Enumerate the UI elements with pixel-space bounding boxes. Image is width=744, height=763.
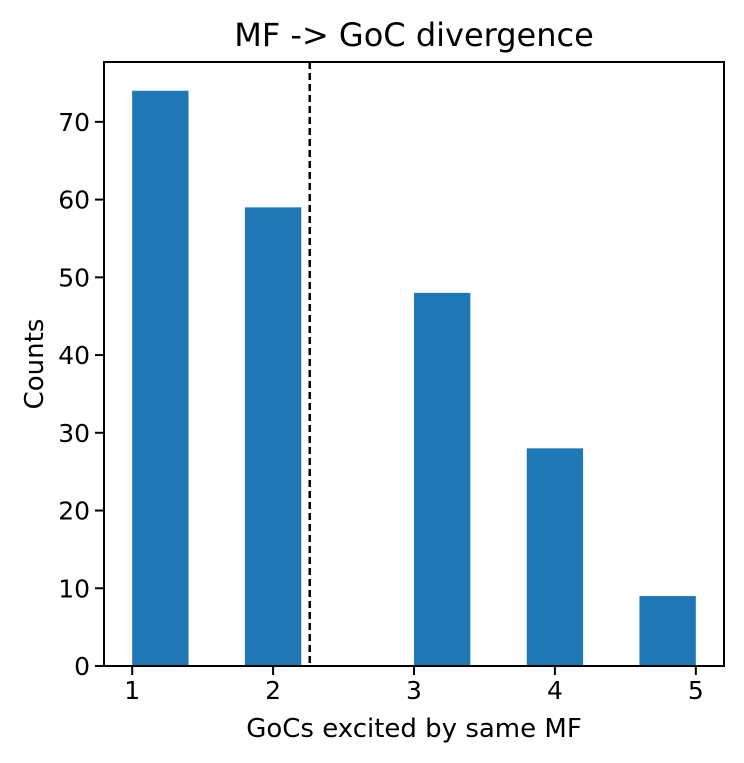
bar-1: [132, 90, 189, 666]
x-tick-label-1: 1: [124, 676, 140, 705]
y-tick-label-10: 10: [58, 574, 90, 603]
x-tick-label-2: 2: [265, 676, 281, 705]
y-tick-label-50: 50: [58, 263, 90, 292]
chart-title: MF -> GoC divergence: [234, 16, 594, 54]
x-tick-label-3: 3: [406, 676, 422, 705]
bar-5: [526, 448, 584, 666]
y-ticks: 0 10 20 30 40 50 60 70: [58, 108, 104, 681]
y-tick-label-60: 60: [58, 186, 90, 215]
y-axis-label: Counts: [20, 319, 50, 410]
bars-group: [132, 90, 696, 666]
y-tick-label-70: 70: [58, 108, 90, 137]
y-tick-label-30: 30: [58, 419, 90, 448]
x-ticks: 1 2 3 4 5: [124, 666, 704, 705]
bar-6: [639, 596, 696, 666]
x-tick-label-4: 4: [547, 676, 563, 705]
bar-4: [414, 292, 471, 666]
y-tick-label-40: 40: [58, 341, 90, 370]
x-tick-label-5: 5: [688, 676, 704, 705]
y-tick-label-20: 20: [58, 497, 90, 526]
y-tick-label-0: 0: [74, 652, 90, 681]
x-axis-label: GoCs excited by same MF: [246, 714, 582, 744]
bar-2: [244, 207, 302, 666]
